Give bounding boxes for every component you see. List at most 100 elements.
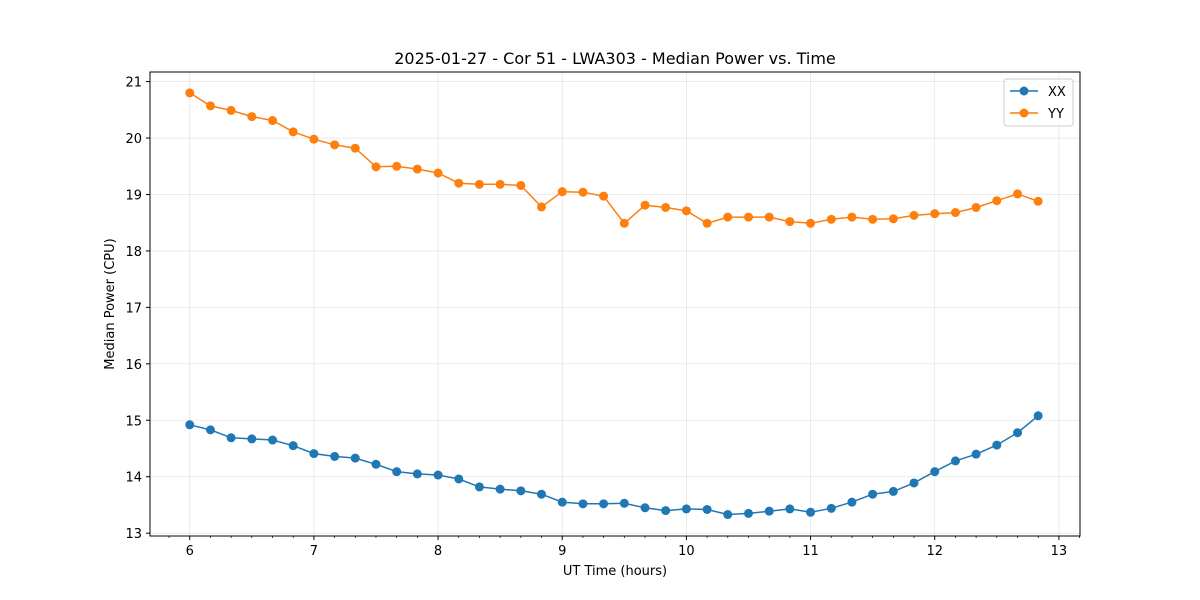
data-point-xx: [681, 504, 691, 514]
data-point-yy: [992, 196, 1002, 206]
data-point-yy: [205, 101, 215, 111]
data-point-yy: [433, 168, 443, 178]
data-point-yy: [619, 218, 629, 228]
data-point-xx: [454, 474, 464, 484]
data-point-yy: [288, 127, 298, 137]
x-tick-label: 6: [186, 544, 194, 559]
data-point-yy: [185, 88, 195, 98]
y-tick-label: 21: [125, 76, 142, 91]
data-point-xx: [909, 478, 919, 488]
data-point-xx: [1033, 411, 1043, 421]
data-point-yy: [1013, 189, 1023, 199]
data-point-yy: [826, 214, 836, 224]
data-point-xx: [309, 449, 319, 459]
data-point-xx: [702, 504, 712, 514]
data-point-yy: [930, 209, 940, 219]
data-point-xx: [640, 503, 650, 513]
data-point-xx: [971, 449, 981, 459]
legend-label-xx: XX: [1048, 85, 1066, 100]
data-point-xx: [826, 503, 836, 513]
data-point-yy: [268, 116, 278, 126]
y-axis: 13 14 15 16 17 18 19 20 21: [125, 76, 150, 542]
y-tick-label: 14: [125, 471, 142, 486]
data-point-xx: [350, 453, 360, 463]
data-point-xx: [888, 486, 898, 496]
data-point-xx: [661, 506, 671, 516]
data-point-xx: [578, 499, 588, 509]
data-point-yy: [764, 212, 774, 222]
data-point-yy: [909, 210, 919, 220]
y-tick-label: 20: [125, 132, 142, 147]
data-point-yy: [723, 212, 733, 222]
series-layer: [185, 88, 1043, 520]
x-tick-label: 9: [558, 544, 566, 559]
data-point-xx: [992, 440, 1002, 450]
data-point-yy: [1033, 196, 1043, 206]
data-point-yy: [557, 187, 567, 197]
data-point-xx: [474, 482, 484, 492]
data-point-xx: [433, 470, 443, 480]
series-xx: [185, 411, 1043, 520]
data-point-yy: [412, 164, 422, 174]
x-axis: 6 7 8 9 10 11 12 13: [168, 536, 1080, 559]
data-point-xx: [268, 435, 278, 445]
data-point-yy: [806, 218, 816, 228]
data-point-xx: [557, 497, 567, 507]
data-point-yy: [661, 202, 671, 212]
y-tick-label: 17: [125, 301, 142, 316]
data-point-xx: [743, 508, 753, 518]
legend-marker-yy: [1019, 108, 1029, 118]
data-point-xx: [764, 506, 774, 516]
data-point-xx: [185, 420, 195, 430]
x-tick-label: 12: [926, 544, 943, 559]
plot-frame: [149, 71, 1081, 537]
data-point-xx: [412, 469, 422, 479]
data-point-yy: [847, 212, 857, 222]
data-point-xx: [536, 489, 546, 499]
y-tick-label: 16: [125, 358, 142, 373]
data-point-yy: [392, 161, 402, 171]
y-tick-label: 19: [125, 188, 142, 203]
legend: XX YY: [1003, 78, 1074, 127]
x-tick-label: 7: [310, 544, 318, 559]
y-axis-label: Median Power (CPU): [103, 238, 118, 369]
x-tick-label: 10: [678, 544, 695, 559]
data-point-xx: [930, 467, 940, 477]
data-point-xx: [371, 459, 381, 469]
data-point-yy: [702, 218, 712, 228]
data-point-xx: [288, 441, 298, 451]
x-tick-label: 8: [434, 544, 442, 559]
data-point-yy: [516, 180, 526, 190]
data-point-xx: [330, 451, 340, 461]
data-point-xx: [868, 489, 878, 499]
legend-label-yy: YY: [1047, 107, 1064, 122]
data-point-xx: [785, 504, 795, 514]
series-yy: [185, 88, 1043, 228]
series-line-xx: [189, 415, 1039, 516]
data-point-yy: [743, 212, 753, 222]
data-point-xx: [226, 433, 236, 443]
data-point-yy: [785, 217, 795, 227]
grid-lines: [150, 72, 1080, 536]
data-point-yy: [330, 140, 340, 150]
data-point-xx: [205, 425, 215, 435]
legend-marker-xx: [1019, 86, 1029, 96]
data-point-xx: [247, 434, 257, 444]
data-point-xx: [619, 498, 629, 508]
chart-title: 2025-01-27 - Cor 51 - LWA303 - Median Po…: [394, 49, 836, 68]
data-point-yy: [578, 187, 588, 197]
data-point-yy: [350, 143, 360, 153]
data-point-yy: [454, 178, 464, 188]
data-point-yy: [247, 112, 257, 122]
data-point-yy: [681, 206, 691, 216]
data-point-xx: [599, 499, 609, 509]
data-point-xx: [516, 486, 526, 496]
data-point-xx: [392, 467, 402, 477]
data-point-xx: [847, 497, 857, 507]
data-point-yy: [495, 179, 505, 189]
data-point-xx: [950, 456, 960, 466]
x-axis-label: UT Time (hours): [563, 564, 667, 579]
series-line-yy: [189, 92, 1039, 225]
data-point-yy: [950, 208, 960, 218]
